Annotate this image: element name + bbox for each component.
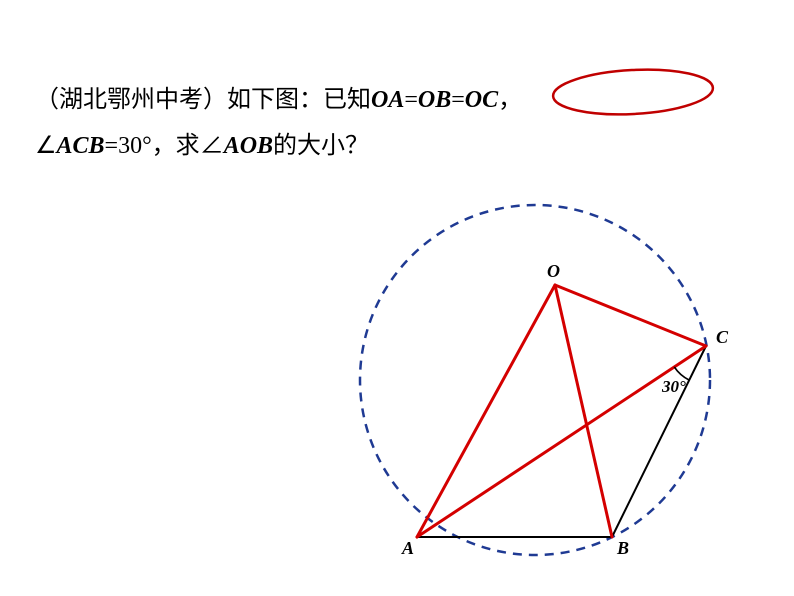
geometry-diagram: O A B C 30° — [300, 170, 770, 590]
problem-statement: （湖北鄂州中考）如下图：已知OA=OB=OC， ∠ACB=30°，求∠AOB的大… — [35, 78, 755, 169]
angle-label-30: 30° — [662, 377, 686, 397]
var-OC: OC — [465, 87, 498, 113]
var-OB: OB — [418, 87, 451, 113]
var-ACB: ACB — [57, 133, 105, 159]
point-label-A: A — [402, 538, 414, 559]
problem-line-2: ∠ACB=30°，求∠AOB的大小？ — [35, 124, 755, 170]
edge-AC — [417, 346, 706, 537]
edge-OB — [555, 285, 612, 537]
text-segment: （湖北鄂州中考）如下图：已知 — [35, 87, 371, 113]
var-OA: OA — [371, 87, 404, 113]
comma: ， — [498, 87, 522, 113]
edge-OA — [417, 285, 555, 537]
eq-sign: = — [451, 87, 465, 113]
point-label-B: B — [617, 538, 629, 559]
diagram-svg — [300, 170, 770, 590]
dashed-circle — [360, 205, 710, 555]
text-segment: 的大小？ — [273, 133, 369, 159]
point-label-C: C — [716, 327, 728, 348]
point-label-O: O — [547, 261, 560, 282]
eq-sign: = — [404, 87, 418, 113]
edge-OC — [555, 285, 706, 346]
text-segment: =30°，求∠ — [105, 133, 224, 159]
edge-BC — [612, 346, 706, 537]
angle-symbol: ∠ — [35, 133, 57, 159]
problem-line-1: （湖北鄂州中考）如下图：已知OA=OB=OC， — [35, 78, 755, 124]
var-AOB: AOB — [224, 133, 273, 159]
